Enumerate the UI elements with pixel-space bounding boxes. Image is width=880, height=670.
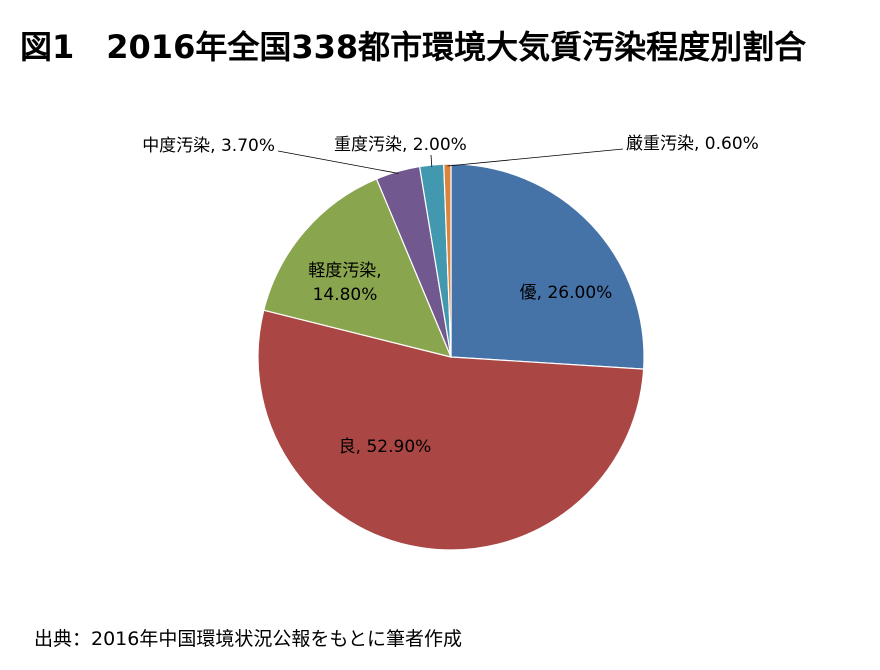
pie-slice [263,178,453,358]
slice-label: 厳重汚染, 0.60% [626,134,759,154]
source-note: 出典：2016年中国環境状況公報をもとに筆者作成 [34,628,462,650]
leader-line [430,154,433,167]
chart-title: 図1 2016年全国338都市環境大気質汚染程度別割合 [20,28,807,66]
slice-label: 良, 52.90% [339,437,432,457]
slice-labels: 優, 26.00% 良, 52.90% 軽度汚染, 14.80% 中度汚染, 3.70%… [142,134,759,457]
pie-slices [257,163,645,551]
slice-label: 優, 26.00% [520,283,613,303]
pie-slice [443,163,452,358]
pie-slice [450,163,645,370]
leader-line [447,148,624,167]
slice-label: 軽度汚染, 14.80% [308,261,381,305]
slice-label: 重度汚染, 2.00% [334,135,467,155]
pie-slice [257,309,645,551]
leader-line [277,150,399,174]
slice-label: 中度汚染, 3.70% [142,136,275,156]
leader-lines [277,148,624,174]
